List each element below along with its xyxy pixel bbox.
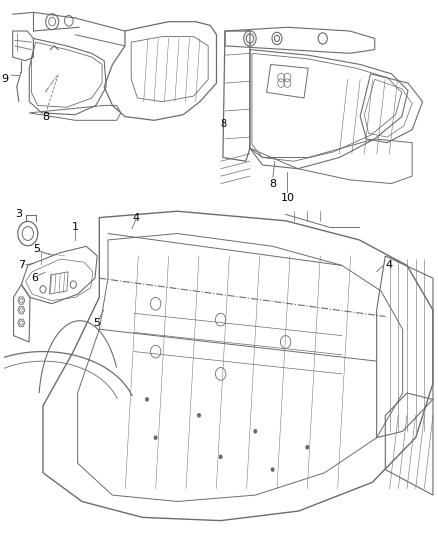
Text: 4: 4 — [385, 261, 392, 270]
Circle shape — [306, 446, 309, 449]
Circle shape — [146, 398, 148, 401]
Circle shape — [154, 436, 157, 439]
Circle shape — [219, 455, 222, 458]
Text: 9: 9 — [1, 75, 8, 84]
Circle shape — [272, 468, 274, 471]
Text: 3: 3 — [15, 209, 22, 220]
Circle shape — [198, 414, 200, 417]
Text: 7: 7 — [18, 261, 25, 270]
Text: 8: 8 — [42, 111, 49, 122]
Text: 10: 10 — [280, 193, 294, 204]
Text: 4: 4 — [133, 213, 140, 223]
Text: 6: 6 — [32, 273, 39, 283]
Circle shape — [254, 430, 257, 433]
Text: 5: 5 — [33, 245, 40, 254]
Text: 8: 8 — [221, 119, 227, 129]
Text: 8: 8 — [269, 179, 276, 189]
Text: 5: 5 — [94, 318, 101, 328]
Text: 1: 1 — [72, 222, 79, 232]
